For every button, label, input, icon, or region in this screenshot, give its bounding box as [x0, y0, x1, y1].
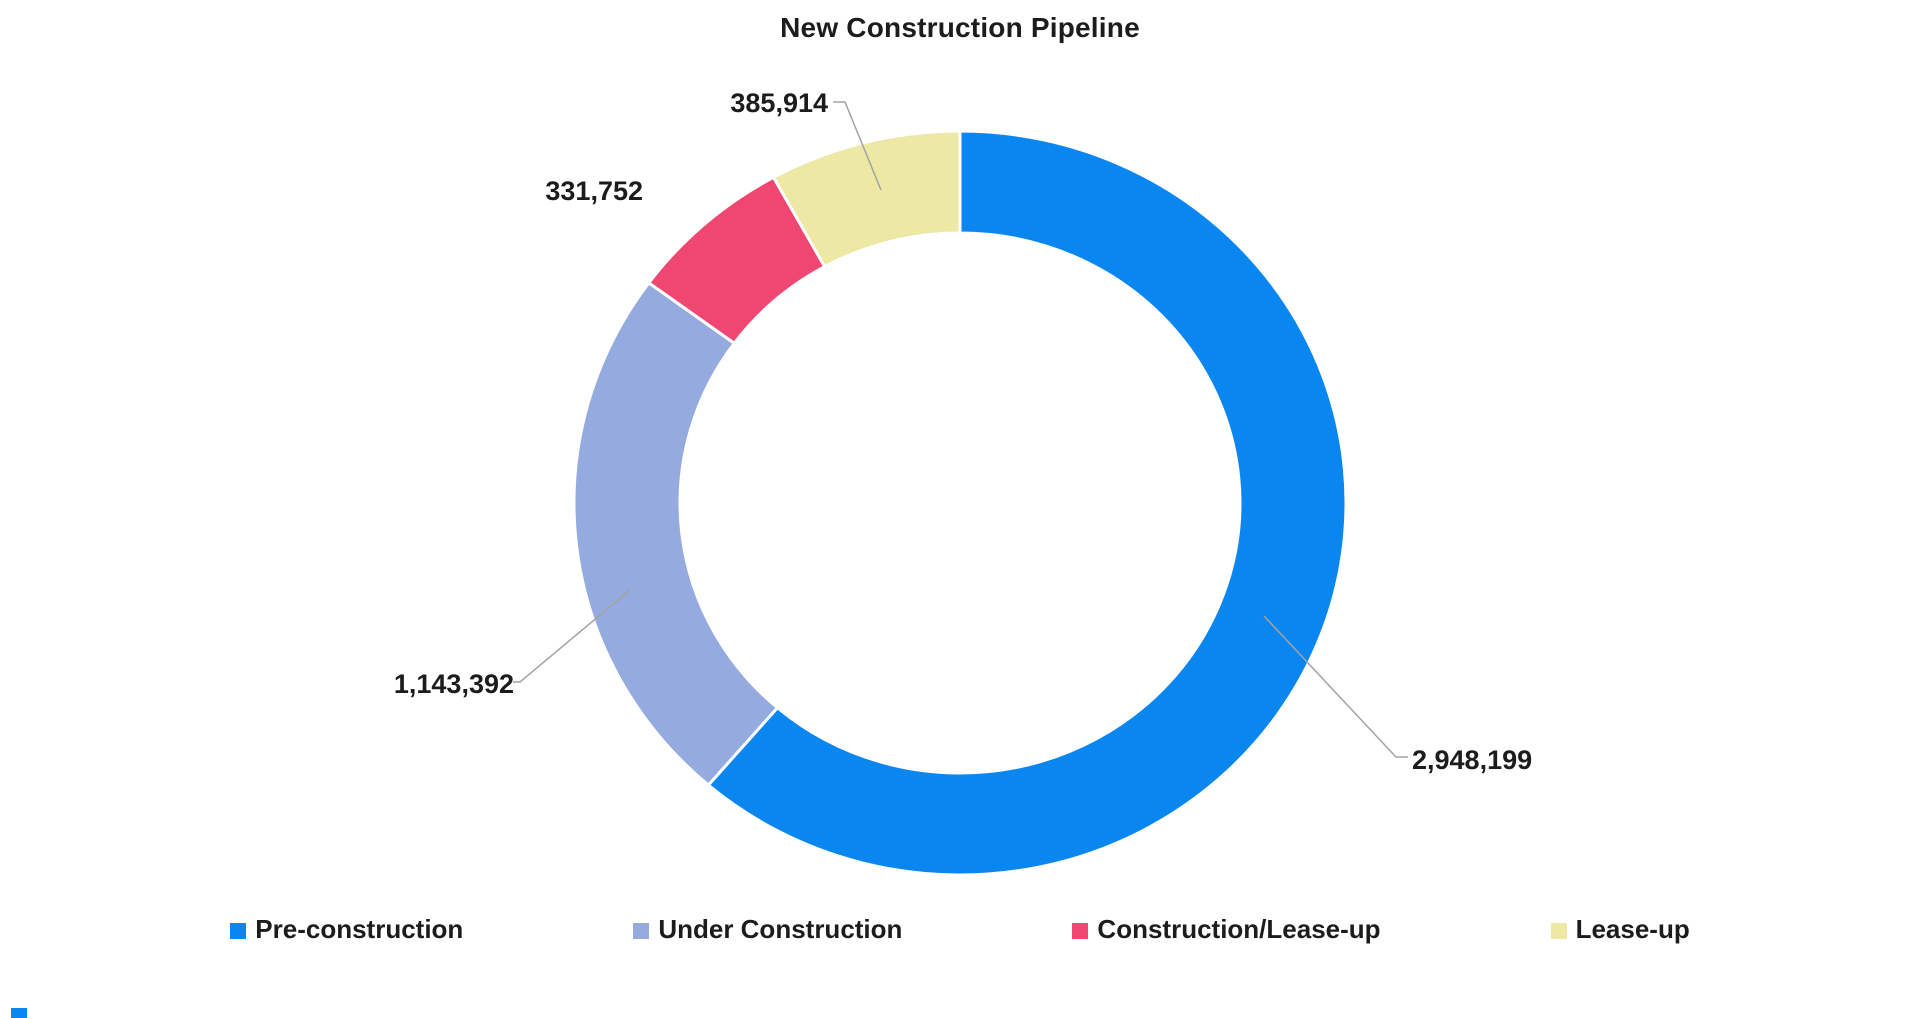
legend-label-lease-up: Lease-up — [1575, 914, 1690, 944]
legend-label-construction-lease-up: Construction/Lease-up — [1097, 914, 1381, 944]
legend-swatch-under-construction — [633, 922, 650, 939]
value-label-pre-construction: 2,948,199 — [1412, 745, 1532, 775]
leader-line-lease-up — [833, 101, 882, 191]
value-label-lease-up: 385,914 — [730, 88, 828, 118]
legend-item-pre-construction[interactable]: Pre-construction — [230, 914, 463, 945]
leader-line-pre-construction — [1263, 615, 1408, 758]
donut-segment-under-construction[interactable] — [572, 281, 779, 787]
legend-swatch-pre-construction — [230, 922, 247, 939]
donut-segment-pre-construction[interactable] — [706, 129, 1348, 877]
legend-label-under-construction: Under Construction — [658, 914, 903, 944]
legend-item-lease-up[interactable]: Lease-up — [1550, 914, 1690, 945]
chart-title: New Construction Pipeline — [780, 12, 1140, 43]
donut-segment-lease-up[interactable] — [772, 129, 962, 269]
legend-label-pre-construction: Pre-construction — [255, 914, 464, 944]
legend-item-construction-lease-up[interactable]: Construction/Lease-up — [1072, 914, 1381, 945]
clipped-blue-element — [11, 1008, 27, 1018]
value-label-construction-lease-up: 331,752 — [545, 176, 643, 206]
value-label-under-construction: 1,143,392 — [394, 669, 514, 699]
legend-item-under-construction[interactable]: Under Construction — [633, 914, 902, 945]
legend-swatch-lease-up — [1550, 922, 1567, 939]
leader-line-under-construction — [513, 589, 631, 683]
legend-swatch-construction-lease-up — [1072, 922, 1089, 939]
chart-legend: Pre-construction Under Construction Constr… — [0, 914, 1920, 945]
